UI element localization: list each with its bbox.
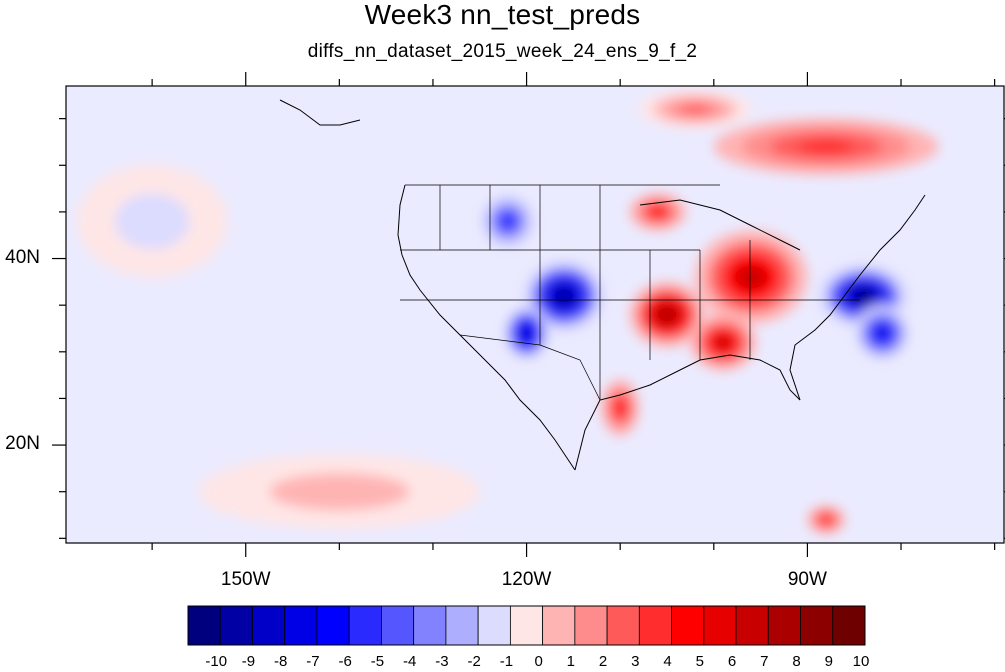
colorbar-label: -7 (306, 653, 320, 670)
colorbar-label: -4 (402, 653, 417, 670)
state-borders (400, 184, 860, 401)
colorbar-label: 1 (566, 653, 576, 670)
lon-tick-label: 120W (501, 569, 552, 590)
colorbar-label: 9 (824, 653, 833, 670)
anomaly-field (77, 90, 939, 534)
border-us-mexico (459, 334, 601, 401)
gulf-coast (574, 354, 801, 471)
anomaly-blob (714, 335, 732, 350)
anomaly-blob (615, 400, 625, 415)
colorbar-label: 2 (598, 653, 608, 670)
colorbar-label: -6 (338, 653, 352, 670)
west-coast (397, 184, 576, 471)
colorbar-label: -5 (370, 653, 385, 670)
axis-ticks (52, 72, 1005, 557)
anomaly-blob (737, 265, 766, 289)
anomaly-blob (304, 482, 375, 502)
colorbar-label: -8 (274, 653, 288, 670)
lon-tick-label: 90W (787, 569, 827, 590)
colorbar-label: -1 (499, 653, 514, 670)
great-lakes (639, 199, 801, 251)
border-west-states (400, 185, 700, 400)
colorbar-label: 5 (695, 653, 704, 670)
anomaly-blob (657, 306, 677, 323)
colorbar-label: -3 (435, 653, 449, 670)
anomaly-blob (798, 139, 855, 154)
colorbar-label: 8 (792, 653, 801, 670)
east-coast (789, 194, 926, 401)
colorbar-label: 0 (534, 653, 543, 670)
lat-tick-label: 20N (5, 433, 40, 455)
colorbar-label: 10 (852, 653, 870, 670)
anomaly-blob (650, 207, 665, 217)
coastlines (279, 99, 926, 471)
map-title: Week3 nn_test_preds (364, 0, 641, 30)
colorbar-label: -9 (241, 653, 256, 670)
anomaly-blob (133, 207, 171, 236)
colorbar-label: 4 (663, 653, 672, 670)
lon-tick-label: 150W (220, 569, 271, 590)
lat-tick-label: 40N (5, 246, 40, 268)
colorbar-label: 6 (727, 653, 737, 670)
alaska-coast (279, 99, 361, 126)
anomaly-blob (851, 287, 876, 305)
colorbar-label: 7 (760, 653, 769, 670)
anomaly-blob (681, 104, 710, 114)
colorbar-label: -2 (467, 653, 481, 670)
colorbar-label: 3 (631, 653, 640, 670)
anomaly-blob (553, 286, 575, 306)
plot-frame (65, 85, 1005, 544)
anomaly-blob (500, 214, 515, 229)
anomaly-blob (875, 326, 890, 341)
anomaly-blob (520, 326, 533, 341)
map-subtitle: diffs_nn_dataset_2015_week_24_ens_9_f_2 (307, 41, 698, 62)
colorbar-label: -10 (205, 653, 228, 670)
anomaly-blob (821, 516, 831, 524)
border-east-states (649, 240, 860, 360)
